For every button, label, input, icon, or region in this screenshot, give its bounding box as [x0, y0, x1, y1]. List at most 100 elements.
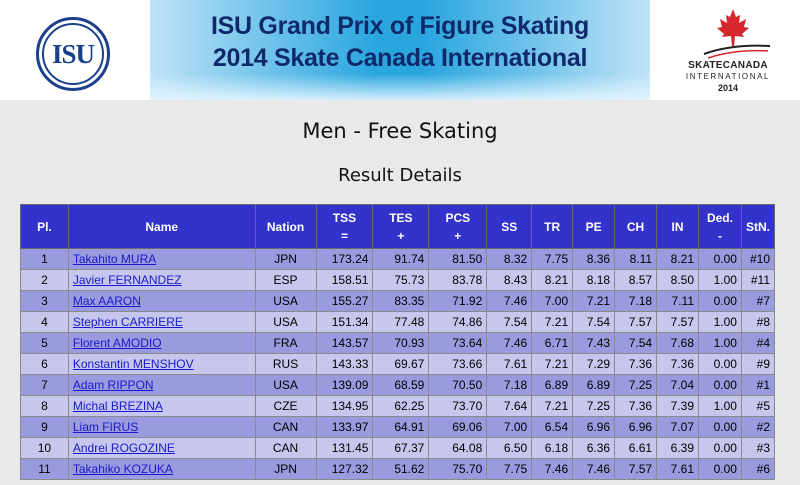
col-header-tr: TR [531, 204, 574, 249]
col-header-ded: Ded. - [698, 204, 742, 249]
cell-place: 3 [20, 290, 69, 312]
cell-tes: 75.73 [372, 269, 430, 291]
cell-pcs: 75.70 [428, 458, 488, 480]
col-header-pe: PE [572, 204, 616, 249]
cell-pcs: 74.86 [428, 311, 488, 333]
cell-nation: CAN [254, 416, 317, 438]
cell-start-number: #3 [740, 437, 776, 459]
cell-ded: 1.00 [698, 395, 742, 417]
skater-link[interactable]: Liam FIRUS [72, 420, 139, 434]
cell-ch: 8.57 [614, 269, 658, 291]
cell-start-number: #11 [740, 269, 776, 291]
cell-ss: 7.00 [486, 416, 533, 438]
cell-pe: 7.46 [572, 458, 616, 480]
cell-start-number: #7 [740, 290, 776, 312]
cell-in: 7.04 [656, 374, 699, 396]
cell-pcs: 73.70 [428, 395, 488, 417]
cell-name: Andrei ROGOZINE [67, 437, 256, 459]
skater-link[interactable]: Takahiko KOZUKA [72, 462, 173, 476]
cell-tr: 7.00 [531, 290, 574, 312]
cell-ch: 8.11 [614, 248, 658, 270]
table-row: 8 Michal BREZINA CZE 134.95 62.25 73.70 … [20, 395, 776, 417]
cell-pcs: 73.64 [428, 332, 488, 354]
skater-link[interactable]: Adam RIPPON [72, 378, 154, 392]
cell-nation: RUS [254, 353, 317, 375]
cell-nation: FRA [254, 332, 317, 354]
skater-link[interactable]: Max AARON [72, 294, 141, 308]
skate-canada-logo-name: SKATECANADA [688, 60, 768, 71]
cell-ss: 7.46 [486, 290, 533, 312]
cell-tr: 7.21 [531, 395, 574, 417]
cell-ded: 0.00 [698, 458, 742, 480]
skater-link[interactable]: Javier FERNANDEZ [72, 273, 182, 287]
cell-ss: 6.50 [486, 437, 533, 459]
cell-tes: 64.91 [372, 416, 430, 438]
cell-place: 10 [20, 437, 69, 459]
col-header-pcs-sign: + [454, 228, 462, 243]
cell-tr: 7.75 [531, 248, 574, 270]
cell-ss: 7.54 [486, 311, 533, 333]
cell-start-number: #10 [740, 248, 776, 270]
cell-ch: 7.36 [614, 353, 658, 375]
cell-tes: 69.67 [372, 353, 430, 375]
cell-in: 7.61 [656, 458, 699, 480]
cell-start-number: #5 [740, 395, 776, 417]
cell-pe: 6.96 [572, 416, 616, 438]
table-row: 5 Florent AMODIO FRA 143.57 70.93 73.64 … [20, 332, 776, 354]
cell-tss: 158.51 [315, 269, 374, 291]
cell-tes: 83.35 [372, 290, 430, 312]
cell-ch: 6.61 [614, 437, 658, 459]
table-row: 2 Javier FERNANDEZ ESP 158.51 75.73 83.7… [20, 269, 776, 291]
col-header-tes-label: TES [389, 210, 413, 225]
cell-pcs: 64.08 [428, 437, 488, 459]
col-header-tss-sign: = [340, 228, 348, 243]
event-banner: ISU Grand Prix of Figure Skating 2014 Sk… [150, 0, 650, 100]
cell-tss: 143.33 [315, 353, 374, 375]
col-header-in: IN [656, 204, 699, 249]
cell-start-number: #4 [740, 332, 776, 354]
cell-ss: 7.75 [486, 458, 533, 480]
skater-link[interactable]: Michal BREZINA [72, 399, 163, 413]
cell-ded: 1.00 [698, 332, 742, 354]
skater-link[interactable]: Florent AMODIO [72, 336, 162, 350]
cell-tr: 6.71 [531, 332, 574, 354]
skater-link[interactable]: Takahito MURA [72, 252, 157, 266]
results-table: Pl. Name Nation TSS = TES + PCS + SS TR PE … [20, 204, 776, 480]
cell-pcs: 69.06 [428, 416, 488, 438]
cell-tes: 67.37 [372, 437, 430, 459]
cell-nation: USA [254, 311, 317, 333]
skater-link[interactable]: Konstantin MENSHOV [72, 357, 194, 371]
skater-link[interactable]: Stephen CARRIERE [72, 315, 183, 329]
cell-place: 6 [20, 353, 69, 375]
col-header-ded-sign: - [717, 228, 722, 243]
cell-tes: 70.93 [372, 332, 430, 354]
cell-name: Adam RIPPON [67, 374, 256, 396]
cell-tr: 7.21 [531, 311, 574, 333]
skater-link[interactable]: Andrei ROGOZINE [72, 441, 175, 455]
cell-tss: 127.32 [315, 458, 374, 480]
col-header-pcs-label: PCS [445, 210, 471, 225]
cell-name: Takahiko KOZUKA [67, 458, 256, 480]
table-header-row: Pl. Name Nation TSS = TES + PCS + SS TR PE … [20, 204, 776, 249]
section-title: Result Details [338, 165, 462, 186]
cell-ss: 7.18 [486, 374, 533, 396]
cell-tes: 68.59 [372, 374, 430, 396]
cell-pe: 8.36 [572, 248, 616, 270]
cell-pe: 7.25 [572, 395, 616, 417]
cell-ss: 8.32 [486, 248, 533, 270]
col-header-tes-sign: + [397, 228, 405, 243]
cell-start-number: #1 [740, 374, 776, 396]
cell-name: Max AARON [67, 290, 256, 312]
cell-tss: 134.95 [315, 395, 374, 417]
col-header-tss: TSS = [315, 204, 374, 249]
cell-tss: 131.45 [315, 437, 374, 459]
cell-name: Liam FIRUS [67, 416, 256, 438]
cell-nation: JPN [254, 458, 317, 480]
table-row: 9 Liam FIRUS CAN 133.97 64.91 69.06 7.00… [20, 416, 776, 438]
col-header-tss-label: TSS [332, 210, 357, 225]
skate-canada-logo[interactable]: SKATECANADA INTERNATIONAL 2014 [672, 8, 784, 98]
cell-ded: 0.00 [698, 416, 742, 438]
cell-nation: USA [254, 374, 317, 396]
cell-pe: 7.54 [572, 311, 616, 333]
isu-logo[interactable]: ISU [36, 17, 110, 91]
